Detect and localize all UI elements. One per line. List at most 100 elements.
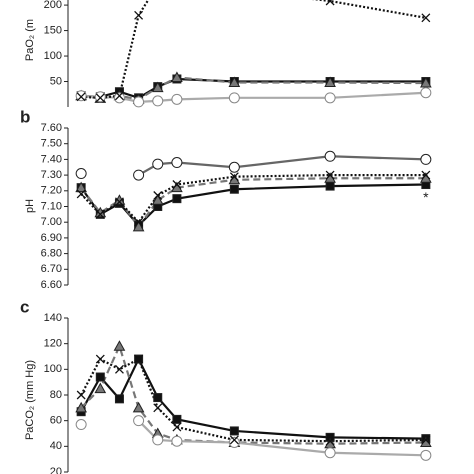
y-tick-label: 7.50 (41, 138, 62, 150)
marker (171, 71, 183, 82)
marker (171, 157, 183, 169)
marker (75, 168, 87, 180)
y-tick-label: 20 (50, 466, 62, 474)
y-tick-label: 6.70 (41, 263, 62, 275)
y-axis-title: PaCO₂ (mm Hg) (24, 360, 36, 440)
y-tick-label: 7.60 (41, 122, 62, 134)
marker (229, 435, 239, 445)
marker (153, 191, 163, 200)
marker (94, 382, 107, 394)
y-tick-label: 7.40 (41, 153, 62, 165)
marker (132, 220, 145, 232)
marker (324, 447, 336, 459)
marker (420, 153, 432, 165)
series-line (80, 174, 426, 224)
panel-letter: c (20, 297, 29, 316)
marker (421, 13, 431, 23)
marker (132, 401, 145, 413)
panel (75, 150, 432, 232)
marker (172, 194, 182, 204)
marker (421, 170, 431, 180)
marker (133, 96, 145, 108)
marker (153, 393, 163, 403)
marker (75, 90, 87, 102)
y-tick-label: 40 (50, 440, 62, 452)
series-line (80, 356, 426, 440)
y-tick-label: 120 (44, 338, 62, 350)
marker (153, 403, 163, 413)
marker (228, 161, 240, 173)
marker (75, 181, 87, 193)
marker (95, 354, 105, 364)
marker (421, 435, 431, 445)
marker (114, 197, 124, 207)
marker (324, 92, 336, 104)
marker (134, 10, 144, 20)
marker (172, 422, 182, 432)
panel (75, 0, 432, 108)
marker (228, 76, 241, 88)
marker (134, 217, 144, 227)
marker (94, 91, 106, 103)
panel (75, 340, 432, 461)
marker (325, 181, 335, 191)
series-line (80, 343, 426, 445)
y-tick-label: 80 (50, 389, 62, 401)
marker (172, 180, 182, 189)
marker (76, 189, 86, 199)
series-line (81, 0, 427, 99)
marker (75, 401, 87, 413)
marker (171, 435, 183, 447)
y-tick-label: 7.30 (41, 169, 62, 181)
marker (113, 92, 125, 104)
marker (76, 390, 86, 400)
marker (95, 93, 105, 103)
marker (151, 81, 164, 93)
y-axis-title: PaO₂ (m (24, 19, 36, 61)
y-tick-label: 100 (44, 363, 62, 375)
y-tick-label: 6.90 (41, 232, 62, 244)
y-axis-title: pH (24, 199, 36, 213)
marker (152, 158, 164, 170)
marker (152, 434, 164, 446)
y-tick-label: 7.00 (41, 216, 62, 228)
y-tick-label: 100 (44, 50, 62, 62)
y-tick-label: 150 (44, 24, 62, 36)
marker (171, 93, 183, 105)
marker (229, 172, 239, 182)
marker (325, 0, 335, 6)
y-tick-label: 60 (50, 415, 62, 427)
marker (114, 364, 124, 374)
y-tick-label: 6.80 (41, 248, 62, 260)
marker (420, 449, 432, 461)
marker (133, 415, 145, 427)
annotation: * (423, 189, 429, 205)
panel-letter: b (20, 107, 30, 126)
marker (95, 209, 105, 219)
marker (420, 77, 432, 88)
marker (229, 184, 239, 194)
series-line (138, 155, 426, 177)
y-tick-label: 7.20 (41, 185, 62, 197)
marker (95, 372, 105, 382)
marker (228, 436, 240, 448)
series-line (81, 91, 426, 104)
marker (151, 194, 164, 205)
marker (325, 170, 335, 180)
y-tick-label: 7.10 (41, 200, 62, 212)
y-tick-label: 6.60 (41, 279, 62, 291)
y-tick-label: 200 (44, 0, 62, 11)
marker (76, 92, 86, 102)
marker (228, 92, 240, 104)
marker (172, 414, 182, 424)
marker (229, 426, 239, 436)
marker (114, 91, 124, 101)
marker (114, 394, 124, 404)
marker (134, 354, 144, 364)
marker (152, 95, 164, 107)
marker (133, 169, 145, 181)
marker (75, 419, 87, 431)
y-tick-label: 50 (50, 75, 62, 87)
marker (324, 76, 336, 88)
